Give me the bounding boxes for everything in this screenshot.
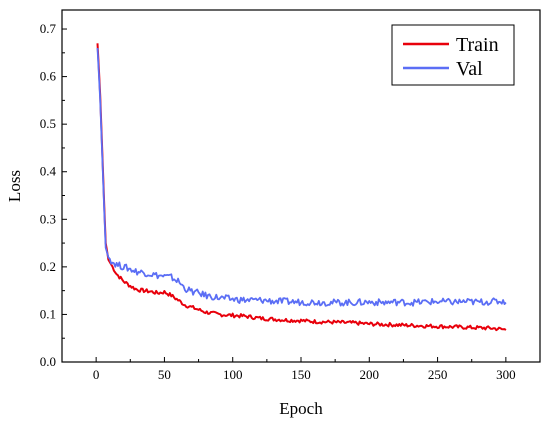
x-tick-label: 0	[93, 367, 100, 382]
y-tick-label: 0.5	[40, 116, 56, 131]
y-tick-label: 0.3	[40, 211, 56, 226]
y-tick-label: 0.7	[40, 21, 57, 36]
x-tick-label: 300	[496, 367, 516, 382]
legend-box	[391, 24, 515, 86]
series-line-val	[96, 48, 507, 307]
series-line-train	[96, 43, 507, 332]
series-lines	[96, 43, 507, 332]
x-tick-label: 50	[158, 367, 171, 382]
y-axis-title: Loss	[5, 170, 24, 202]
legend-label-train: Train	[456, 34, 499, 56]
legend-label-val: Val	[456, 58, 483, 80]
x-tick-label: 250	[428, 367, 448, 382]
y-tick-label: 0.6	[40, 69, 57, 84]
y-tick-label: 0.4	[40, 164, 57, 179]
axis-ticks: 0 50 100 150 200 250 300 0.0 0.1 0.2 0.3 0.4 0.5 0.6 0…	[40, 21, 541, 382]
legend: Train Val	[391, 24, 515, 86]
x-tick-label: 150	[291, 367, 311, 382]
y-tick-label: 0.0	[40, 354, 56, 369]
x-axis-title: Epoch	[279, 399, 323, 418]
y-tick-label: 0.2	[40, 259, 56, 274]
x-tick-label: 100	[223, 367, 243, 382]
x-tick-label: 200	[360, 367, 380, 382]
y-tick-label: 0.1	[40, 306, 56, 321]
